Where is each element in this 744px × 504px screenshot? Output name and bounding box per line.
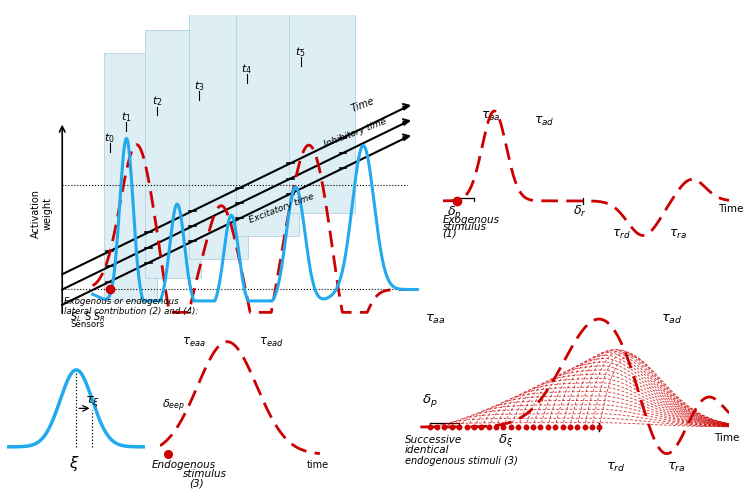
Text: $\tau_{ead}$: $\tau_{ead}$ [259, 336, 283, 349]
Text: $t_5$: $t_5$ [295, 45, 306, 59]
Text: stimulus: stimulus [183, 469, 227, 479]
Text: Activation
weight: Activation weight [31, 189, 53, 238]
Text: $\delta_p$: $\delta_p$ [447, 204, 462, 221]
Text: S: S [85, 312, 91, 322]
Text: $\delta_\xi$: $\delta_\xi$ [498, 432, 513, 449]
Text: $S_R$: $S_R$ [93, 310, 106, 324]
Text: $\delta_{eep}$: $\delta_{eep}$ [161, 398, 185, 414]
Text: $t_3$: $t_3$ [194, 80, 205, 93]
Text: Inhibitory time: Inhibitory time [323, 116, 388, 149]
Bar [237, 0, 299, 236]
Text: $t_0$: $t_0$ [104, 131, 115, 145]
Text: Time: Time [718, 205, 743, 214]
Text: $\tau_{eaa}$: $\tau_{eaa}$ [182, 336, 206, 349]
Text: stimulus: stimulus [443, 222, 487, 232]
Text: Time: Time [713, 433, 739, 443]
Bar [145, 30, 201, 278]
Text: $\tau_{ad}$: $\tau_{ad}$ [661, 312, 683, 326]
Bar [289, 0, 355, 213]
Text: $t_4$: $t_4$ [241, 62, 252, 76]
Text: Time: Time [350, 96, 376, 114]
Text: $\delta_r$: $\delta_r$ [573, 204, 587, 219]
Bar [104, 53, 157, 301]
Text: $\tau_{ad}$: $\tau_{ad}$ [534, 115, 555, 128]
Text: $\tau_{rd}$: $\tau_{rd}$ [612, 228, 630, 241]
Text: Sensors: Sensors [71, 320, 105, 329]
Text: $\tau_\xi$: $\tau_\xi$ [85, 394, 100, 409]
Text: $t_1$: $t_1$ [121, 110, 132, 123]
Text: $\delta_p$: $\delta_p$ [422, 392, 437, 409]
Text: identical: identical [405, 445, 449, 455]
Text: $\tau_{rd}$: $\tau_{rd}$ [606, 461, 625, 474]
Text: Successive: Successive [405, 434, 462, 445]
Text: $t_2$: $t_2$ [152, 95, 162, 108]
Text: $\tau_{ra}$: $\tau_{ra}$ [669, 228, 687, 241]
Text: (3): (3) [190, 479, 204, 489]
Text: $\xi$: $\xi$ [68, 455, 79, 473]
Text: $\tau_{ra}$: $\tau_{ra}$ [667, 461, 686, 474]
Bar [189, 11, 248, 259]
Text: $\tau_{aa}$: $\tau_{aa}$ [425, 312, 446, 326]
Text: $S_L$: $S_L$ [70, 310, 82, 324]
Text: (1): (1) [443, 229, 458, 239]
Text: endogenous stimuli (3): endogenous stimuli (3) [405, 457, 518, 467]
Text: $\tau_{aa}$: $\tau_{aa}$ [481, 110, 501, 123]
Text: Excitatory time: Excitatory time [248, 192, 315, 225]
Text: Exogenous or endogenous
lateral contribution (2) and (4):: Exogenous or endogenous lateral contribu… [64, 297, 198, 317]
Text: time: time [307, 460, 330, 470]
Text: Endogenous: Endogenous [152, 460, 216, 470]
Text: Exogenous: Exogenous [443, 215, 500, 225]
